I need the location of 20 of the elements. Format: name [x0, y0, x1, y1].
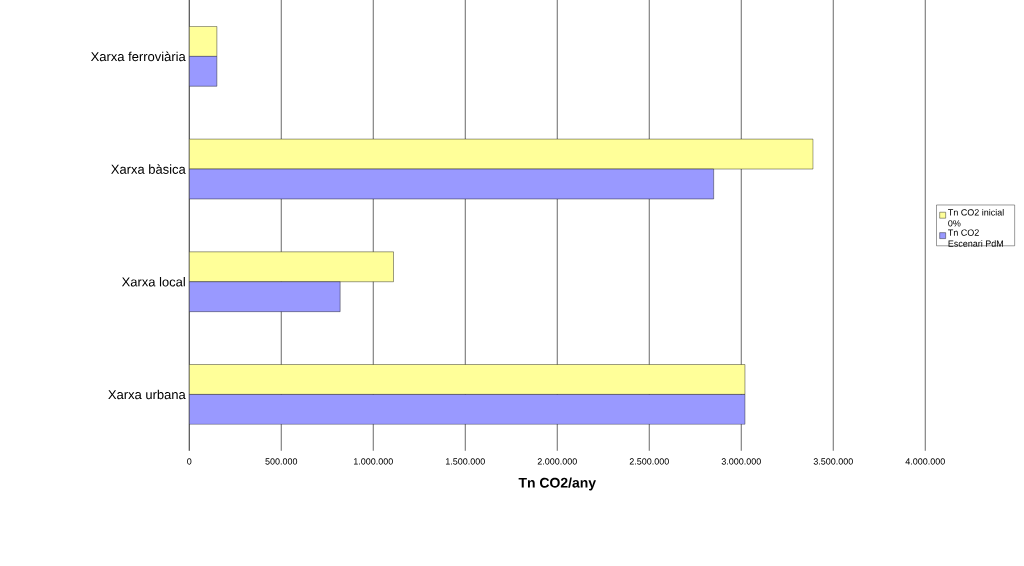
y-tick-label: Xarxa bàsica — [111, 163, 186, 174]
legend-label: Tn CO2 inicial 0% — [948, 208, 1004, 227]
y-tick-label: Xarxa urbana — [108, 389, 186, 399]
legend-label: Tn CO2 Escenari PdM — [948, 229, 1003, 247]
x-tick-label: 4.000.000 — [905, 458, 945, 465]
bar — [189, 168, 714, 199]
x-tick-label: 2.000.000 — [537, 458, 577, 465]
x-tick-label: 1.000.000 — [353, 458, 393, 465]
y-tick-label: Xarxa ferroviària — [90, 51, 186, 61]
x-tick-label: 2.500.000 — [629, 458, 669, 465]
bar — [189, 394, 746, 425]
x-tick-label: 500.000 — [265, 458, 298, 465]
x-tick-label: 3.500.000 — [813, 458, 853, 465]
bar — [189, 55, 218, 87]
bar — [189, 281, 341, 312]
x-tick-label: 3.000.000 — [721, 458, 761, 465]
x-axis-title: Tn CO2/any — [518, 477, 596, 491]
x-tick-label: 0 — [187, 458, 192, 465]
y-tick-label: Xarxa local — [121, 276, 185, 287]
x-tick-label: 1.500.000 — [445, 458, 485, 465]
